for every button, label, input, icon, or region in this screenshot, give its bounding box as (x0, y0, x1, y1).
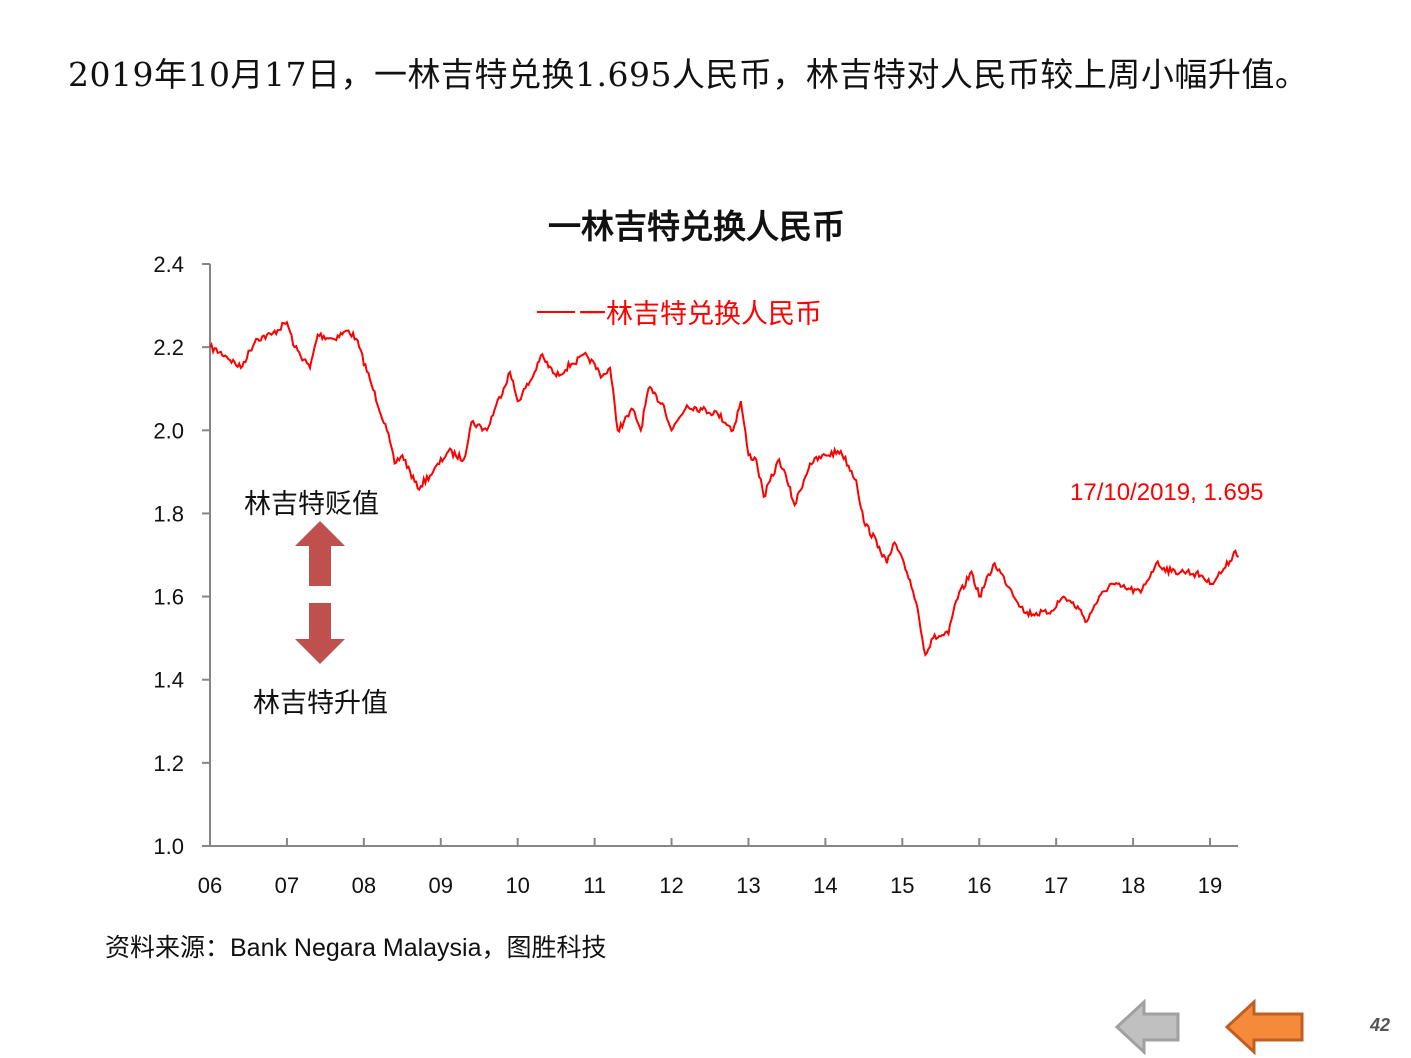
source-note: 资料来源：Bank Negara Malaysia，图胜科技 (105, 934, 607, 962)
series-line-myr-cny (209, 320, 1240, 657)
y-tick-label: 2.0 (153, 418, 184, 443)
y-tick-label: 1.0 (153, 834, 184, 859)
legend-label: 一林吉特兑换人民币 (579, 299, 822, 329)
y-tick-label: 1.6 (153, 585, 184, 610)
x-tick-label: 06 (198, 873, 222, 898)
prev-slide-button[interactable] (1112, 998, 1184, 1056)
arrow-down-icon (295, 603, 345, 664)
next-slide-button[interactable] (1222, 998, 1308, 1056)
y-tick-label: 1.8 (153, 501, 184, 526)
arrow-left-orange-icon (1224, 998, 1304, 1056)
y-tick-label: 2.4 (153, 252, 184, 277)
y-tick-label: 1.2 (153, 751, 184, 776)
x-tick-label: 11 (583, 873, 606, 898)
x-tick-label: 08 (352, 873, 376, 898)
arrow-up-icon (295, 521, 345, 586)
y-tick-label: 1.4 (153, 668, 184, 693)
headline: 2019年10月17日，一林吉特兑换1.695人民币，林吉特对人民币较上周小幅升… (68, 55, 1309, 94)
chart-legend: 一林吉特兑换人民币 (537, 292, 822, 331)
x-tick-label: 17 (1044, 873, 1068, 898)
x-tick-label: 10 (505, 873, 529, 898)
legend-swatch (537, 310, 575, 313)
x-tick-label: 09 (429, 873, 453, 898)
x-tick-label: 13 (736, 873, 760, 898)
y-tick-label: 2.2 (153, 335, 184, 360)
depreciation-label: 林吉特贬值 (244, 489, 379, 519)
x-tick-label: 16 (967, 873, 991, 898)
arrow-left-icon (1114, 998, 1180, 1056)
x-tick-label: 19 (1198, 873, 1222, 898)
last-point-annotation: 17/10/2019, 1.695 (1070, 479, 1264, 506)
chart-title: 一林吉特兑换人民币 (548, 208, 845, 245)
x-tick-label: 18 (1121, 873, 1145, 898)
direction-arrows (295, 521, 345, 664)
page-number: 42 (1370, 1015, 1391, 1035)
x-tick-label: 12 (659, 873, 683, 898)
x-tick-label: 14 (813, 873, 837, 898)
x-tick-label: 07 (275, 873, 299, 898)
appreciation-label: 林吉特升值 (253, 688, 388, 718)
x-tick-label: 15 (890, 873, 914, 898)
